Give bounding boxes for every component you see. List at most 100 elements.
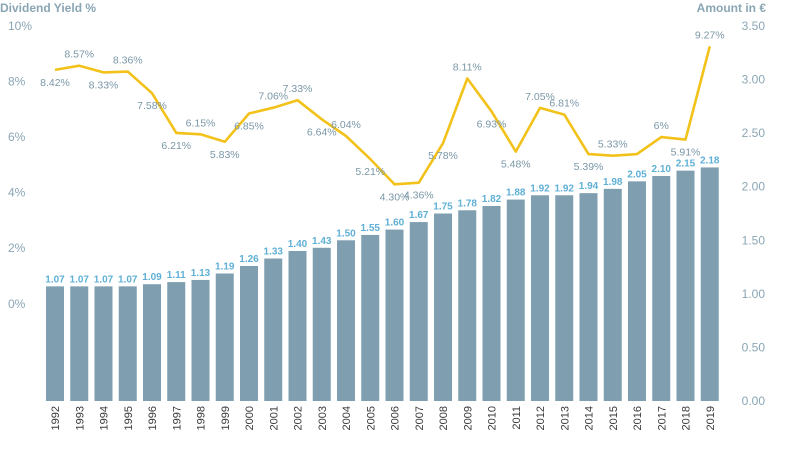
- right-tick-label: 3.50: [742, 19, 766, 33]
- year-label: 2006: [390, 406, 402, 430]
- bar-value-label: 1.98: [603, 177, 623, 188]
- bar: [94, 286, 113, 401]
- bar: [167, 282, 186, 401]
- yield-value-label: 7.05%: [525, 91, 555, 103]
- bar-value-label: 1.92: [555, 183, 575, 194]
- yield-value-label: 6.93%: [477, 118, 507, 130]
- right-tick-label: 0.50: [742, 340, 766, 354]
- right-axis-title: Amount in €: [697, 1, 767, 15]
- year-label: 2007: [414, 406, 426, 430]
- yield-value-label: 7.33%: [283, 83, 313, 95]
- year-label: 2016: [632, 406, 644, 430]
- bar: [579, 193, 598, 401]
- year-label: 1996: [147, 406, 159, 430]
- bar-value-label: 1.75: [433, 202, 453, 213]
- yield-value-label: 4.36%: [404, 190, 434, 202]
- yield-value-label: 5.83%: [210, 149, 240, 161]
- yield-value-label: 5.48%: [501, 159, 531, 171]
- left-tick-label: 4%: [8, 186, 26, 200]
- bar: [531, 195, 549, 401]
- year-label: 2008: [438, 406, 450, 430]
- year-label: 2019: [705, 406, 717, 430]
- left-tick-label: 8%: [8, 75, 26, 89]
- yield-value-label: 8.42%: [40, 77, 70, 89]
- year-label: 1994: [99, 406, 111, 430]
- yield-value-label: 6.64%: [307, 126, 337, 138]
- right-tick-label: 2.50: [742, 126, 766, 140]
- bar-value-label: 1.94: [579, 181, 599, 192]
- right-axis: Amount in € 3.50 3.00 2.50 2.00 1.50 1.00 0.50 0…: [697, 1, 767, 408]
- year-label: 2011: [511, 406, 523, 430]
- yield-value-label: 8.57%: [64, 49, 94, 61]
- year-label: 2015: [608, 406, 620, 430]
- bar-value-label: 1.11: [167, 270, 186, 281]
- bar-value-label: 1.92: [530, 183, 550, 194]
- year-label: 2002: [293, 406, 305, 430]
- year-label: 2005: [365, 406, 377, 430]
- left-axis: Dividend Yield % 10% 8% 6% 4% 2% 0%: [0, 1, 96, 311]
- yield-value-label: 5.21%: [355, 166, 385, 178]
- bar: [240, 266, 258, 401]
- yield-value-label: 5.91%: [671, 147, 701, 159]
- year-label: 2017: [656, 406, 668, 430]
- yield-value-label: 7.58%: [137, 100, 167, 112]
- yield-value-label: 6.85%: [234, 121, 264, 133]
- bar: [288, 251, 307, 401]
- bar: [506, 199, 525, 401]
- bar: [337, 240, 355, 401]
- bar: [361, 234, 380, 401]
- bar-value-label: 1.07: [118, 274, 138, 285]
- right-tick-label: 1.50: [742, 233, 766, 247]
- bar-series: [46, 167, 719, 401]
- bar: [700, 167, 719, 401]
- bar: [191, 279, 210, 401]
- year-label: 2013: [559, 406, 571, 430]
- bar: [46, 286, 64, 401]
- bar-value-label: 2.18: [700, 155, 720, 166]
- yield-value-label: 9.27%: [695, 29, 725, 41]
- bar-value-label: 1.07: [70, 274, 90, 285]
- bar: [264, 258, 283, 401]
- left-tick-label: 2%: [8, 241, 26, 255]
- year-label: 2012: [535, 406, 547, 430]
- right-tick-label: 1.00: [742, 287, 766, 301]
- year-label: 2010: [487, 406, 499, 430]
- left-tick-label: 0%: [8, 297, 26, 311]
- yield-value-label: 5.33%: [598, 139, 628, 151]
- yield-value-label: 5.78%: [428, 150, 458, 162]
- year-label: 2009: [462, 406, 474, 430]
- year-label: 2003: [317, 406, 329, 430]
- yield-value-label: 6.15%: [186, 117, 216, 129]
- year-label: 1998: [196, 406, 208, 430]
- yield-line: [54, 45, 712, 186]
- bar: [70, 286, 89, 401]
- yield-value-label: 6.21%: [161, 140, 191, 152]
- bar-label-series: 1.07 1.07 1.07 1.07 1.09 1.11 1.13 1.19 1.26 1.33…: [45, 155, 720, 285]
- yield-value-label: 6.04%: [331, 119, 361, 131]
- bar: [385, 229, 404, 401]
- x-axis: 1992 1993 1994 1995 1996 1997 1998 1999 2000 2001…: [50, 406, 717, 430]
- bar-value-label: 2.10: [652, 164, 672, 175]
- bar-value-label: 1.55: [361, 223, 381, 234]
- year-label: 2018: [681, 406, 693, 430]
- year-label: 2000: [244, 406, 256, 430]
- yield-value-label: 8.11%: [453, 62, 482, 74]
- right-tick-label: 2.00: [742, 180, 766, 194]
- yield-value-label: 6.81%: [549, 98, 579, 110]
- yield-value-label: 4.30%: [380, 191, 410, 203]
- bar: [409, 222, 428, 401]
- bar: [652, 176, 671, 401]
- left-axis-title: Dividend Yield %: [0, 1, 96, 15]
- left-tick-label: 6%: [8, 130, 26, 144]
- year-label: 1999: [220, 406, 232, 430]
- bar-value-label: 1.78: [458, 198, 478, 209]
- bar-value-label: 1.82: [482, 194, 502, 205]
- bar: [434, 213, 452, 401]
- bar-value-label: 1.40: [288, 239, 308, 250]
- bar: [118, 286, 137, 401]
- year-label: 2014: [584, 406, 596, 430]
- bar: [676, 170, 695, 401]
- bar-value-label: 1.43: [312, 236, 332, 247]
- bar: [215, 273, 234, 401]
